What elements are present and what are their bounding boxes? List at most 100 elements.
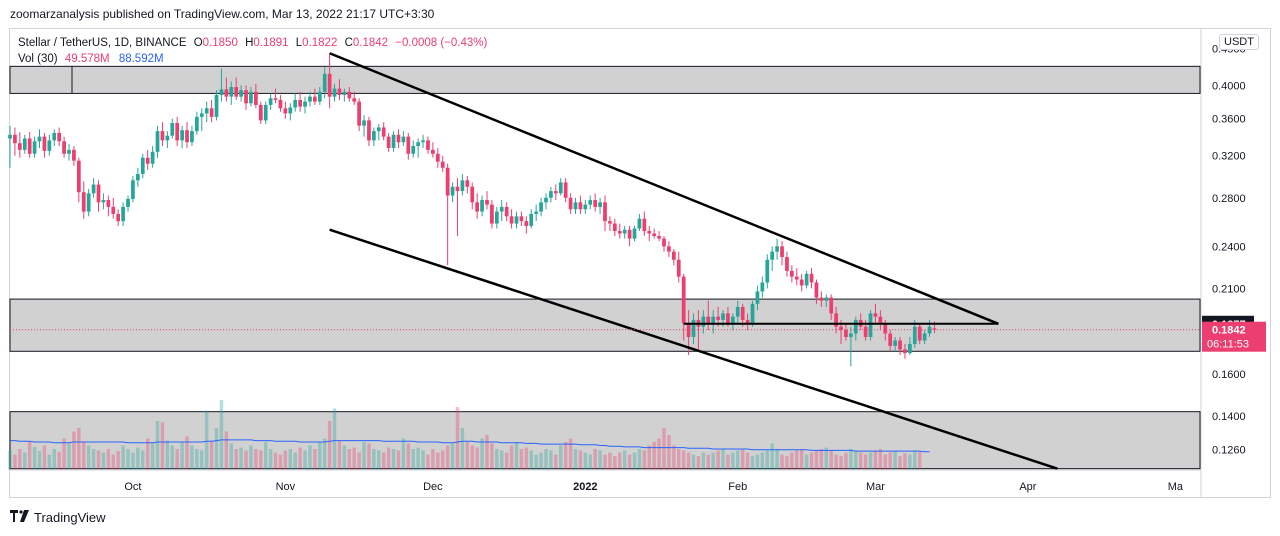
volume-label[interactable]: Vol (30)	[18, 53, 58, 65]
volume-bar	[77, 428, 81, 470]
candle-body	[185, 130, 189, 143]
candle-body	[81, 192, 86, 212]
candle-body	[67, 149, 71, 154]
chart-frame[interactable]	[9, 28, 1271, 498]
candle-body	[475, 202, 480, 212]
volume-bar	[519, 449, 524, 470]
candle-body	[549, 191, 553, 198]
candle-body	[721, 313, 725, 320]
price-tick-label: 0.2800	[1212, 193, 1246, 205]
volume-bar	[244, 450, 248, 470]
candle-body	[775, 246, 779, 252]
volume-bar	[32, 446, 37, 470]
candle-body	[785, 257, 789, 271]
candle-body	[912, 326, 917, 345]
volume-bar	[377, 450, 381, 470]
volume-bar	[170, 445, 174, 470]
candle-body	[37, 136, 42, 142]
candle-body	[770, 251, 775, 260]
currency-button[interactable]: USDT	[1219, 34, 1259, 50]
volume-bar	[917, 451, 922, 470]
volume-bar	[524, 447, 529, 470]
candle-body	[726, 313, 730, 324]
candle-body	[868, 313, 873, 337]
volume-bar	[101, 452, 106, 470]
symbol-name[interactable]: Stellar / TetherUS, 1D, BINANCE	[18, 37, 187, 49]
footer-logo[interactable]: TradingView	[10, 510, 106, 525]
candle-body	[922, 333, 927, 341]
candle-body	[839, 326, 843, 331]
volume-bar	[559, 445, 563, 470]
volume-bar	[342, 445, 347, 470]
volume-bar	[313, 449, 317, 470]
candle-body	[352, 98, 357, 102]
candle-body	[608, 221, 612, 224]
volume-bar	[445, 445, 450, 470]
candle-body	[431, 149, 435, 154]
volume-bar	[598, 450, 602, 470]
candle-body	[17, 143, 22, 150]
candle-body	[322, 73, 327, 92]
candle-body	[917, 326, 922, 341]
volume-bar	[470, 445, 474, 470]
volume-bar	[490, 443, 494, 470]
volume-bar	[234, 449, 238, 470]
candle-body	[342, 91, 347, 96]
candle-body	[593, 200, 598, 207]
volume-bar	[327, 421, 332, 470]
volume-bar	[824, 447, 829, 470]
volume-bar	[775, 449, 779, 470]
volume-bar	[554, 454, 558, 470]
volume-bar	[863, 454, 868, 470]
candle-body	[750, 303, 755, 324]
candle-body	[755, 291, 760, 304]
volume-bar	[544, 449, 548, 470]
candle-body	[150, 151, 155, 164]
volume-bar	[278, 454, 283, 470]
candle-body	[57, 132, 62, 142]
volume-bar	[67, 443, 71, 470]
symbol-legend: Stellar / TetherUS, 1D, BINANCE O0.1850 …	[18, 35, 487, 67]
volume-bar	[52, 449, 56, 470]
channel-trendline-0	[329, 52, 999, 325]
volume-bar	[367, 443, 371, 470]
candles-layer	[8, 53, 937, 367]
volume-bar	[111, 454, 115, 470]
volume-bar	[529, 450, 533, 470]
candle-body	[760, 282, 765, 292]
candle-body	[460, 180, 465, 192]
candle-body	[553, 191, 558, 194]
candle-body	[642, 218, 647, 231]
volume-bar	[42, 445, 47, 470]
volume-bar	[780, 454, 784, 470]
candle-body	[848, 333, 853, 337]
volume-bar	[13, 454, 17, 470]
volume-bar	[121, 445, 125, 470]
candle-body	[116, 213, 121, 222]
candle-body	[514, 216, 519, 224]
volume-bar	[185, 436, 189, 470]
volume-bar	[568, 438, 573, 470]
volume-bar	[681, 450, 686, 470]
candle-body	[347, 91, 352, 99]
volume-bar	[618, 452, 622, 470]
candle-body	[824, 297, 829, 301]
time-axis: Oct Nov Dec 2022 Feb Mar Apr Ma	[124, 481, 1184, 493]
footer-brand: TradingView	[34, 510, 106, 525]
candle-body	[745, 319, 750, 324]
volume-bar	[372, 449, 376, 470]
candle-body	[76, 160, 81, 193]
volume-bar	[190, 445, 194, 470]
volume-bar	[288, 449, 293, 470]
candle-body	[519, 216, 524, 222]
candle-body	[421, 140, 425, 143]
volume-bar	[814, 450, 819, 470]
candle-body	[627, 229, 632, 239]
price-tick-label: 0.1400	[1212, 411, 1246, 423]
volume-bar	[352, 447, 356, 470]
volume-bar	[509, 445, 514, 470]
volume-bar	[785, 456, 789, 470]
volume-bar	[91, 449, 96, 470]
candle-body	[908, 344, 912, 354]
